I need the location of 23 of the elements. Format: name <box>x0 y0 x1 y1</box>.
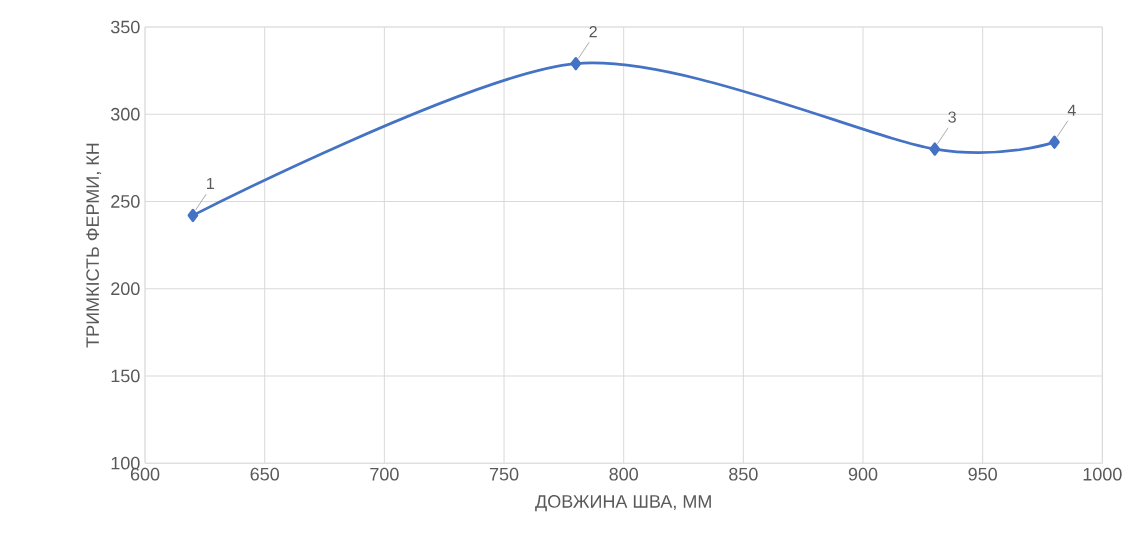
x-tick-label: 900 <box>848 467 878 481</box>
x-tick-label: 650 <box>250 467 280 481</box>
point <box>570 56 582 71</box>
y-tick-label: 150 <box>111 369 140 383</box>
y-tick-label: 250 <box>111 195 140 208</box>
y-tick-label: 200 <box>111 282 140 295</box>
x-tick-label: 700 <box>370 467 399 481</box>
x-tick-label: 1000 <box>1083 467 1122 481</box>
x-tick-label: 950 <box>968 467 997 481</box>
annotation: 3 <box>948 111 956 123</box>
annotation: 2 <box>589 25 597 38</box>
y-tick-label: 350 <box>110 20 140 34</box>
y-axis-title: ТРИМКІСТЬ ФЕРМИ, КН <box>86 143 102 348</box>
x-axis-title: ДОВЖИНА ШВА, ММ <box>535 495 711 512</box>
point <box>187 208 199 223</box>
point <box>929 142 941 156</box>
point <box>1049 135 1060 149</box>
x-tick-label: 800 <box>609 467 638 481</box>
annotation: 4 <box>1067 104 1076 116</box>
x-tick-label: 750 <box>489 467 519 481</box>
y-tick-label: 300 <box>110 107 140 121</box>
x-tick-label: 850 <box>729 467 758 481</box>
annotation: 1 <box>207 177 214 189</box>
